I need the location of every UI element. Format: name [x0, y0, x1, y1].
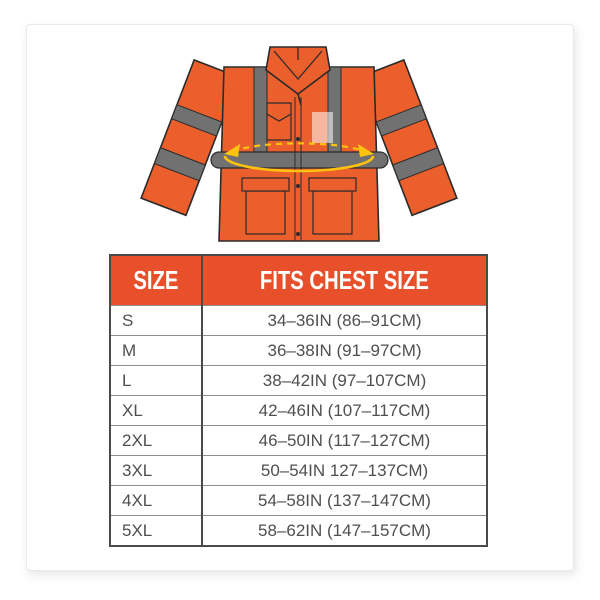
measure-ellipse-solid	[223, 155, 375, 173]
snap-button	[296, 184, 300, 188]
chest-cell: 42–46IN (107–117CM)	[201, 395, 487, 426]
chest-cell: 50–54IN 127–137CM)	[201, 455, 487, 486]
chest-cell: 54–58IN (137–147CM)	[201, 485, 487, 516]
size-cell: 5XL	[110, 515, 202, 546]
left-sleeve-shape	[140, 58, 241, 217]
chest-cell: 38–42IN (97–107CM)	[201, 365, 487, 396]
right-sleeve-stripe-upper	[375, 104, 428, 137]
snap-button	[296, 137, 300, 141]
lower-pocket-right-flap	[308, 177, 357, 192]
size-cell: 4XL	[110, 485, 202, 516]
right-sleeve-shape	[357, 58, 458, 217]
jacket-left-sleeve	[140, 58, 241, 217]
measure-arrow-right	[358, 144, 374, 157]
table-header-row: SIZE FITS CHEST SIZE	[110, 255, 487, 306]
size-cell: L	[110, 365, 202, 396]
size-cell: S	[110, 305, 202, 336]
chest-cell: 58–62IN (147–157CM)	[201, 515, 487, 546]
table-row: XL 42–46IN (107–117CM)	[110, 395, 487, 426]
measure-ellipse-dashed	[232, 142, 366, 153]
hi-vis-jacket-illustration	[61, 27, 541, 252]
measure-arrow-left	[224, 144, 240, 157]
table-row: M 36–38IN (91–97CM)	[110, 335, 487, 366]
size-cell: 2XL	[110, 425, 202, 456]
left-sleeve-stripe-lower	[153, 147, 206, 182]
table-row: 5XL 58–62IN (147–157CM)	[110, 515, 487, 546]
table-row: S 34–36IN (86–91CM)	[110, 305, 487, 336]
size-cell: M	[110, 335, 202, 366]
lower-pocket-left-flap	[241, 177, 290, 192]
left-sleeve-stripe-upper	[170, 104, 223, 137]
table-row: 3XL 50–54IN 127–137CM)	[110, 455, 487, 486]
size-column-header: SIZE	[110, 255, 202, 306]
table-row: 2XL 46–50IN (117–127CM)	[110, 425, 487, 456]
lower-pocket-right-body	[312, 190, 353, 235]
chest-cell: 46–50IN (117–127CM)	[201, 425, 487, 456]
size-cell: 3XL	[110, 455, 202, 486]
jacket-right-sleeve	[357, 58, 458, 217]
size-header-label: SIZE	[133, 265, 179, 295]
chest-cell: 34–36IN (86–91CM)	[201, 305, 487, 336]
chest-header-label: FITS CHEST SIZE	[259, 265, 430, 295]
chest-cell: 36–38IN (91–97CM)	[201, 335, 487, 366]
right-sleeve-stripe-lower	[392, 147, 445, 182]
chest-pocket-flap	[266, 102, 292, 122]
size-cell: XL	[110, 395, 202, 426]
zipper-line	[294, 97, 302, 241]
size-chart-table: SIZE FITS CHEST SIZE S 34–36IN (86–91CM)…	[109, 254, 488, 547]
snap-button	[296, 232, 300, 236]
zipper-pull	[297, 93, 302, 106]
chest-reflective-band	[210, 151, 389, 169]
chest-stripe-left	[253, 66, 268, 154]
table-row: L 38–42IN (97–107CM)	[110, 365, 487, 396]
jacket-svg	[140, 46, 458, 242]
table-row: 4XL 54–58IN (137–147CM)	[110, 485, 487, 516]
lower-pocket-left-body	[245, 190, 286, 235]
chest-column-header: FITS CHEST SIZE	[201, 255, 487, 306]
size-chart-card: SIZE FITS CHEST SIZE S 34–36IN (86–91CM)…	[26, 24, 574, 571]
id-badge-patch	[312, 112, 333, 143]
jacket-collar	[265, 46, 331, 95]
collar-notch-line	[273, 50, 323, 80]
